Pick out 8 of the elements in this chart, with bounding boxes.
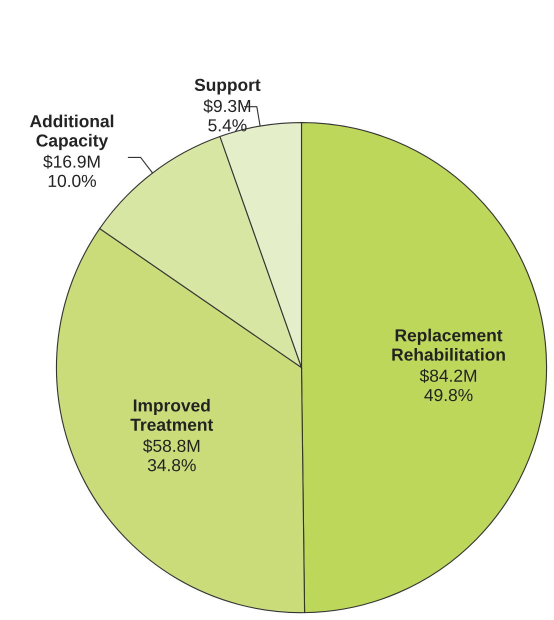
slice-label: Support: [194, 78, 260, 94]
slice-label: Improved Treatment: [130, 398, 214, 431]
data-label: $84.2M 49.8%: [420, 368, 476, 402]
data-label: $58.8M 34.8%: [143, 438, 200, 472]
data-label: $9.3M 5.4%: [203, 99, 250, 132]
slice-label: Additional Capacity: [30, 114, 114, 150]
data-label: $16.9M 10.0%: [43, 154, 100, 188]
slice-label: Replacement Rehabilitation: [392, 328, 505, 361]
